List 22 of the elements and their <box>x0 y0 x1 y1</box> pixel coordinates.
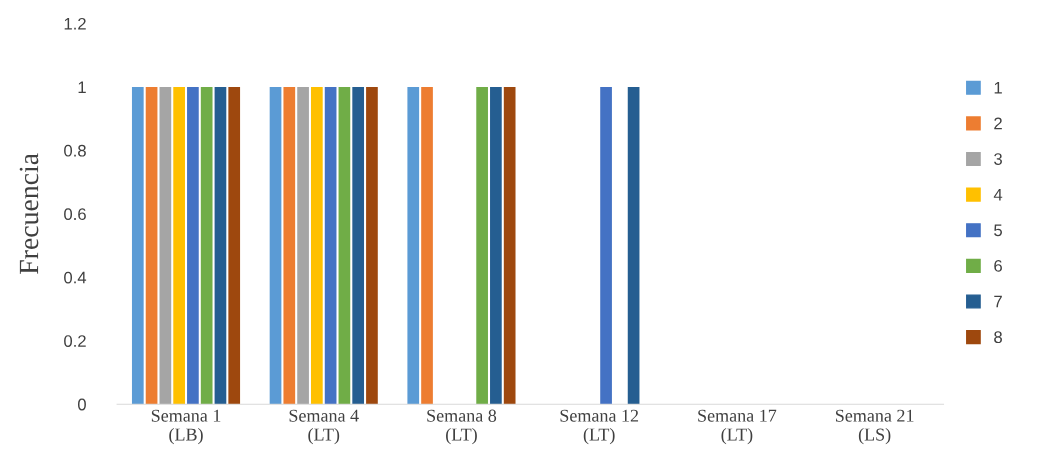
y-tick-label: 0.4 <box>64 271 87 284</box>
y-tick-label: 0.6 <box>64 208 86 221</box>
y-tick-label: 0.2 <box>64 335 86 347</box>
y-tick-label: 1.2 <box>64 17 86 30</box>
x-tick-label: Semana 12 (LT) <box>560 409 639 445</box>
x-tick-label: Semana 1 (LB) <box>151 409 221 445</box>
y-tick-label: 0 <box>77 398 86 411</box>
legend-label: 7 <box>994 295 1002 308</box>
legend-label: 2 <box>994 117 1002 130</box>
x-tick-label: Semana 4 (LT) <box>289 409 359 445</box>
legend-label: 8 <box>994 331 1002 344</box>
x-tick-label: Semana 8 (LT) <box>427 409 497 445</box>
x-tick-label: Semana 21 (LS) <box>835 409 914 445</box>
y-tick-label: 0.8 <box>64 144 86 157</box>
legend-label: 6 <box>994 260 1002 272</box>
legend-label: 1 <box>994 82 1002 94</box>
legend-label: 4 <box>993 188 1003 201</box>
x-tick-label: Semana 17 (LT) <box>698 409 777 445</box>
y-tick-label: 1 <box>78 81 86 93</box>
legend-label: 3 <box>994 153 1002 165</box>
legend-label: 5 <box>994 224 1002 237</box>
y-axis-title: Frecuencia <box>19 153 39 274</box>
